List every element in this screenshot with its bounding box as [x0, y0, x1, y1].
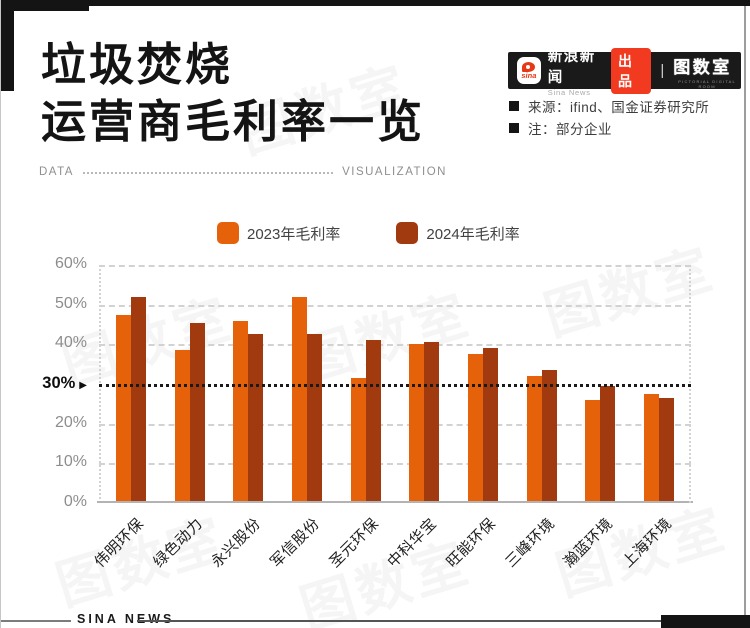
legend-swatch-icon — [217, 222, 239, 244]
bar-三峰环境-2023年毛利率 — [526, 376, 542, 501]
sina-eye-icon — [522, 61, 536, 72]
y-axis-tick-20: 20% — [54, 413, 87, 431]
footer-label: SINA NEWS — [77, 612, 175, 626]
y-axis-tick-0: 0% — [63, 493, 87, 510]
top-border-accent — [1, 0, 89, 11]
bar-永兴股份-2023年毛利率 — [233, 320, 249, 501]
note-row: 注：部分企业 — [509, 118, 612, 138]
footer-rule-right — [137, 620, 661, 622]
legend-label: 2023年毛利率 — [247, 225, 341, 243]
bar-瀚蓝环境-2023年毛利率 — [585, 399, 601, 501]
studio-tagline: PICTORIAL DIGITAL ROOM — [678, 78, 736, 89]
square-bullet-icon — [509, 123, 519, 133]
reference-arrow-icon: ▶ — [79, 380, 87, 391]
bar-上海环境-2023年毛利率 — [644, 393, 660, 501]
chart-legend: 2023年毛利率 2024年毛利率 — [217, 222, 520, 244]
bar-绿色动力-2024年毛利率 — [189, 322, 205, 501]
bar-中科华宝-2024年毛利率 — [424, 342, 440, 501]
bar-永兴股份-2024年毛利率 — [248, 334, 264, 501]
square-bullet-icon — [509, 101, 519, 111]
source-row: 来源：ifind、国金证券研究所 — [509, 96, 709, 116]
footer-rule-left — [1, 620, 71, 622]
legend-label: 2024年毛利率 — [426, 225, 520, 243]
gridline-40 — [99, 344, 691, 347]
produce-badge: 出品 — [610, 47, 652, 94]
y-axis-tick-30: 30% ▶ — [42, 374, 87, 392]
page-title-line1: 垃圾焚烧 — [41, 39, 234, 90]
divider-label-visualization: VISUALIZATION — [342, 166, 447, 178]
divider-label-data: DATA — [39, 166, 74, 178]
gridline-10 — [99, 463, 691, 466]
bar-圣元环保-2024年毛利率 — [365, 340, 381, 501]
source-text: 来源：ifind、国金证券研究所 — [528, 100, 710, 115]
page-title-line2: 运营商毛利率一览 — [41, 96, 426, 147]
brand-name-cn: 新浪新闻 — [547, 48, 596, 86]
studio-logo-text: 图数室 — [673, 57, 732, 77]
legend-item-2023年毛利率: 2023年毛利率 — [217, 222, 340, 244]
brand-name-en: Sina News — [547, 87, 591, 97]
bar-绿色动力-2023年毛利率 — [174, 350, 190, 501]
brand-bar: sina 新浪新闻 Sina News 出品 | 图数室 PICTORIAL D… — [508, 47, 741, 97]
x-axis-line — [97, 501, 693, 503]
divider-dotted-line — [82, 171, 334, 174]
legend-swatch-icon — [396, 222, 419, 244]
bar-旺能环保-2024年毛利率 — [483, 348, 499, 501]
studio-logo: 图数室 PICTORIAL DIGITAL ROOM — [673, 53, 741, 89]
gridline-50 — [99, 304, 691, 307]
bar-伟明环保-2023年毛利率 — [116, 314, 131, 501]
sina-wordmark: sina — [521, 70, 537, 80]
gridline-20 — [99, 423, 691, 426]
bar-军信股份-2023年毛利率 — [292, 296, 307, 501]
bar-瀚蓝环境-2024年毛利率 — [600, 385, 616, 501]
bar-伟明环保-2024年毛利率 — [131, 296, 146, 501]
page-title: 垃圾焚烧 运营商毛利率一览 — [41, 36, 425, 150]
brand-separator: | — [660, 62, 665, 79]
note-text: 注：部分企业 — [528, 122, 612, 137]
bar-旺能环保-2023年毛利率 — [468, 354, 484, 501]
y-axis-tick-50: 50% — [54, 294, 87, 312]
left-border-accent — [1, 0, 14, 91]
reference-line-30pct — [99, 384, 691, 387]
bar-三峰环境-2024年毛利率 — [541, 370, 557, 501]
bar-上海环境-2024年毛利率 — [659, 397, 675, 501]
top-border — [1, 0, 750, 6]
bar-chart: 0% 10% 20% 30% ▶ 40% 50% 60% 伟明环保 绿色动力 永兴股份 军信股份 圣元环… — [42, 255, 693, 571]
y-axis-tick-10: 10% — [54, 453, 87, 471]
sina-logo: sina — [517, 57, 541, 84]
gridline-60 — [99, 265, 691, 267]
y-axis-tick-40: 40% — [54, 334, 87, 352]
footer-corner-block — [661, 615, 750, 628]
bar-圣元环保-2023年毛利率 — [350, 378, 366, 501]
y-axis-tick-60: 60% — [54, 255, 87, 272]
section-divider: DATA VISUALIZATION — [39, 166, 447, 178]
bar-中科华宝-2023年毛利率 — [409, 344, 425, 501]
bar-军信股份-2024年毛利率 — [307, 334, 322, 501]
brand-name: 新浪新闻 Sina News — [548, 45, 604, 97]
legend-item-2024年毛利率: 2024年毛利率 — [396, 222, 520, 244]
right-border — [744, 6, 746, 628]
